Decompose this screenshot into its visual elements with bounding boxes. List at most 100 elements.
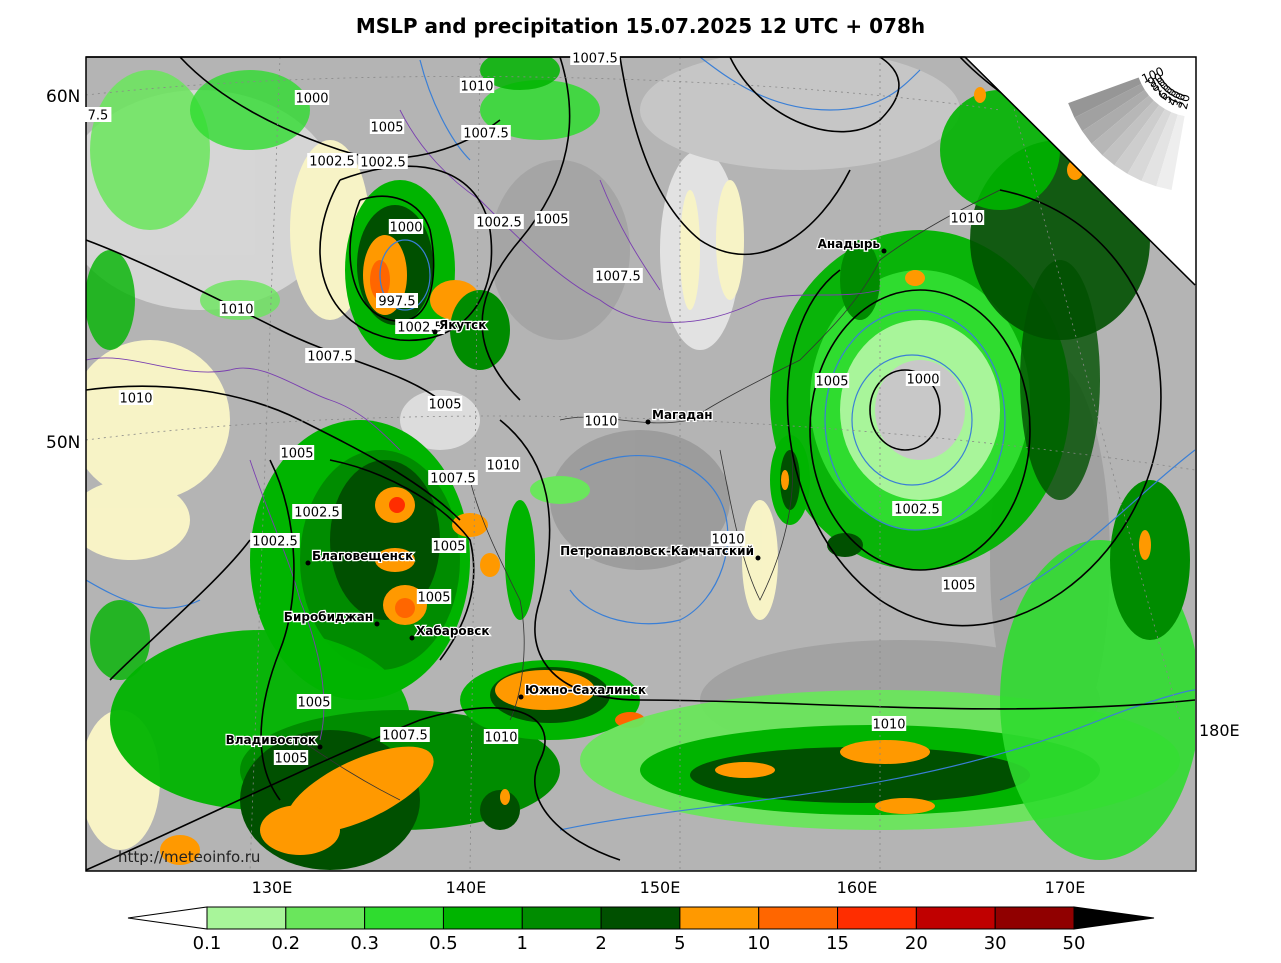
isobar-label: 1010 xyxy=(872,718,905,733)
cloud-scale-label: 90 xyxy=(1145,70,1165,90)
isobar-label-bg xyxy=(871,716,907,731)
legend-swatch xyxy=(206,906,287,930)
legend-value: 20 xyxy=(905,933,928,954)
isobar-label: 7.5 xyxy=(88,109,109,124)
isobar-label-bg xyxy=(905,371,941,386)
isobar-label-bg xyxy=(369,119,405,134)
legend-value: 30 xyxy=(984,933,1007,954)
isobar-label: 1005 xyxy=(297,696,330,711)
city-label: Благовещенск xyxy=(312,549,413,563)
isobar-label: 1005 xyxy=(274,752,307,767)
cloud-scale-label: 40 xyxy=(1165,88,1184,108)
legend-value: 0.5 xyxy=(429,933,458,954)
legend-arrow-high xyxy=(1073,906,1155,930)
isobar-label: 1010 xyxy=(584,415,617,430)
isobar-label-bg xyxy=(428,470,478,485)
isobar-label: 1005 xyxy=(370,121,403,136)
isobar-label-bg xyxy=(710,531,746,546)
map-title: MSLP and precipitation 15.07.2025 12 UTC… xyxy=(355,14,926,38)
legend-swatch xyxy=(521,906,602,930)
isobar-label-bg xyxy=(118,390,154,405)
isobar-label: 1005 xyxy=(815,375,848,390)
cloud-scale-segment xyxy=(1127,108,1172,181)
city-label: Магадан xyxy=(652,408,713,422)
isobar-label-bg xyxy=(583,413,619,428)
isobar-label-bg xyxy=(941,577,977,592)
city-dot xyxy=(374,621,380,627)
city-dot xyxy=(881,248,887,254)
legend-swatch xyxy=(442,906,523,930)
isobar-label-bg xyxy=(273,750,309,765)
legend-value: 5 xyxy=(674,933,685,954)
isobar-label: 1010 xyxy=(460,80,493,95)
isobar-label-bg xyxy=(294,90,330,105)
isobar-label-bg xyxy=(376,293,418,308)
legend-swatch xyxy=(600,906,681,930)
isobar-label: 1002.5 xyxy=(894,503,940,518)
isobar-label: 1007.5 xyxy=(307,350,353,365)
isobar-label-bg xyxy=(279,445,315,460)
cloud-scale-segment xyxy=(1091,95,1154,156)
isobar-label: 1005 xyxy=(942,579,975,594)
isobar-label-bg xyxy=(84,107,112,122)
map-area xyxy=(86,57,1195,871)
cloud-scale-segment xyxy=(1074,83,1145,132)
isobar-label: 1010 xyxy=(119,392,152,407)
isobar-label-bg xyxy=(358,154,408,169)
isobar-label-bg xyxy=(416,589,452,604)
isobar-label: 997.5 xyxy=(378,295,415,310)
isobar-label-bg xyxy=(534,211,570,226)
city-dot xyxy=(317,744,323,750)
isobar-label-bg xyxy=(305,348,355,363)
city-dot xyxy=(518,694,524,700)
lon-label-130e: 130E xyxy=(252,878,293,897)
city-dot xyxy=(755,555,761,561)
isobar-label-bg xyxy=(485,457,521,472)
legend-value: 2 xyxy=(595,933,606,954)
legend-value: 0.2 xyxy=(271,933,300,954)
cloud-scale-segment xyxy=(1102,100,1160,166)
legend-swatch xyxy=(364,906,444,930)
isobar-label: 1005 xyxy=(535,213,568,228)
city-dot xyxy=(409,635,415,641)
legend-swatch xyxy=(758,906,839,930)
thin-isobar-layer xyxy=(86,57,1195,831)
isobar-label: 1002.5 xyxy=(309,155,355,170)
cloud-scale-segment xyxy=(1141,112,1178,187)
lon-label-160e: 160E xyxy=(837,878,878,897)
isobar-label-bg xyxy=(570,50,620,65)
isobar-label: 1005 xyxy=(428,398,461,413)
isobar-label: 1002.5 xyxy=(294,506,340,521)
cloud-scale-segment xyxy=(1068,77,1142,118)
isobar-label-bg xyxy=(427,396,463,411)
lon-label-180e: 180E xyxy=(1199,721,1240,740)
legend-value: 50 xyxy=(1063,933,1086,954)
isobar-label: 1000 xyxy=(906,373,939,388)
precipitation-legend: 0.1 0.2 0.3 0.5 1 2 5 10 15 20 30 50 xyxy=(127,906,1155,954)
isobar-label: 1002.5 xyxy=(360,156,406,171)
isobar-label: 1007.5 xyxy=(572,52,618,67)
legend-value: 0.3 xyxy=(350,933,379,954)
cloud-scale-segment xyxy=(1114,105,1165,174)
isobar-label: 1010 xyxy=(950,212,983,227)
isobar-label: 1010 xyxy=(486,459,519,474)
city-label: Анадырь xyxy=(818,237,881,251)
map-frame xyxy=(85,56,1197,872)
city-label: Владивосток xyxy=(226,733,316,747)
lat-label-50n: 50N xyxy=(46,433,80,453)
isobar-label-bg xyxy=(459,78,495,93)
isobar-label: 1002.5 xyxy=(397,321,443,336)
legend-value: 0.1 xyxy=(193,933,222,954)
isobar-label: 1010 xyxy=(711,533,744,548)
isobar-label: 1007.5 xyxy=(382,729,428,744)
isobar-label-bg xyxy=(483,729,519,744)
city-dot xyxy=(432,329,438,335)
isobar-labels: 1007.5 1000 7.5 1010 1005 1007.5 1002.5 1002.5 1… xyxy=(84,50,985,767)
city-labels: Якутск Анадырь Магадан Благовещенск Петропав… xyxy=(224,236,887,750)
isobar-label: 1005 xyxy=(417,591,450,606)
city-label: Биробиджан xyxy=(284,610,373,624)
cloud-scale-label: 30 xyxy=(1170,91,1188,110)
legend-swatch xyxy=(915,906,996,930)
isobar-label-bg xyxy=(307,153,357,168)
